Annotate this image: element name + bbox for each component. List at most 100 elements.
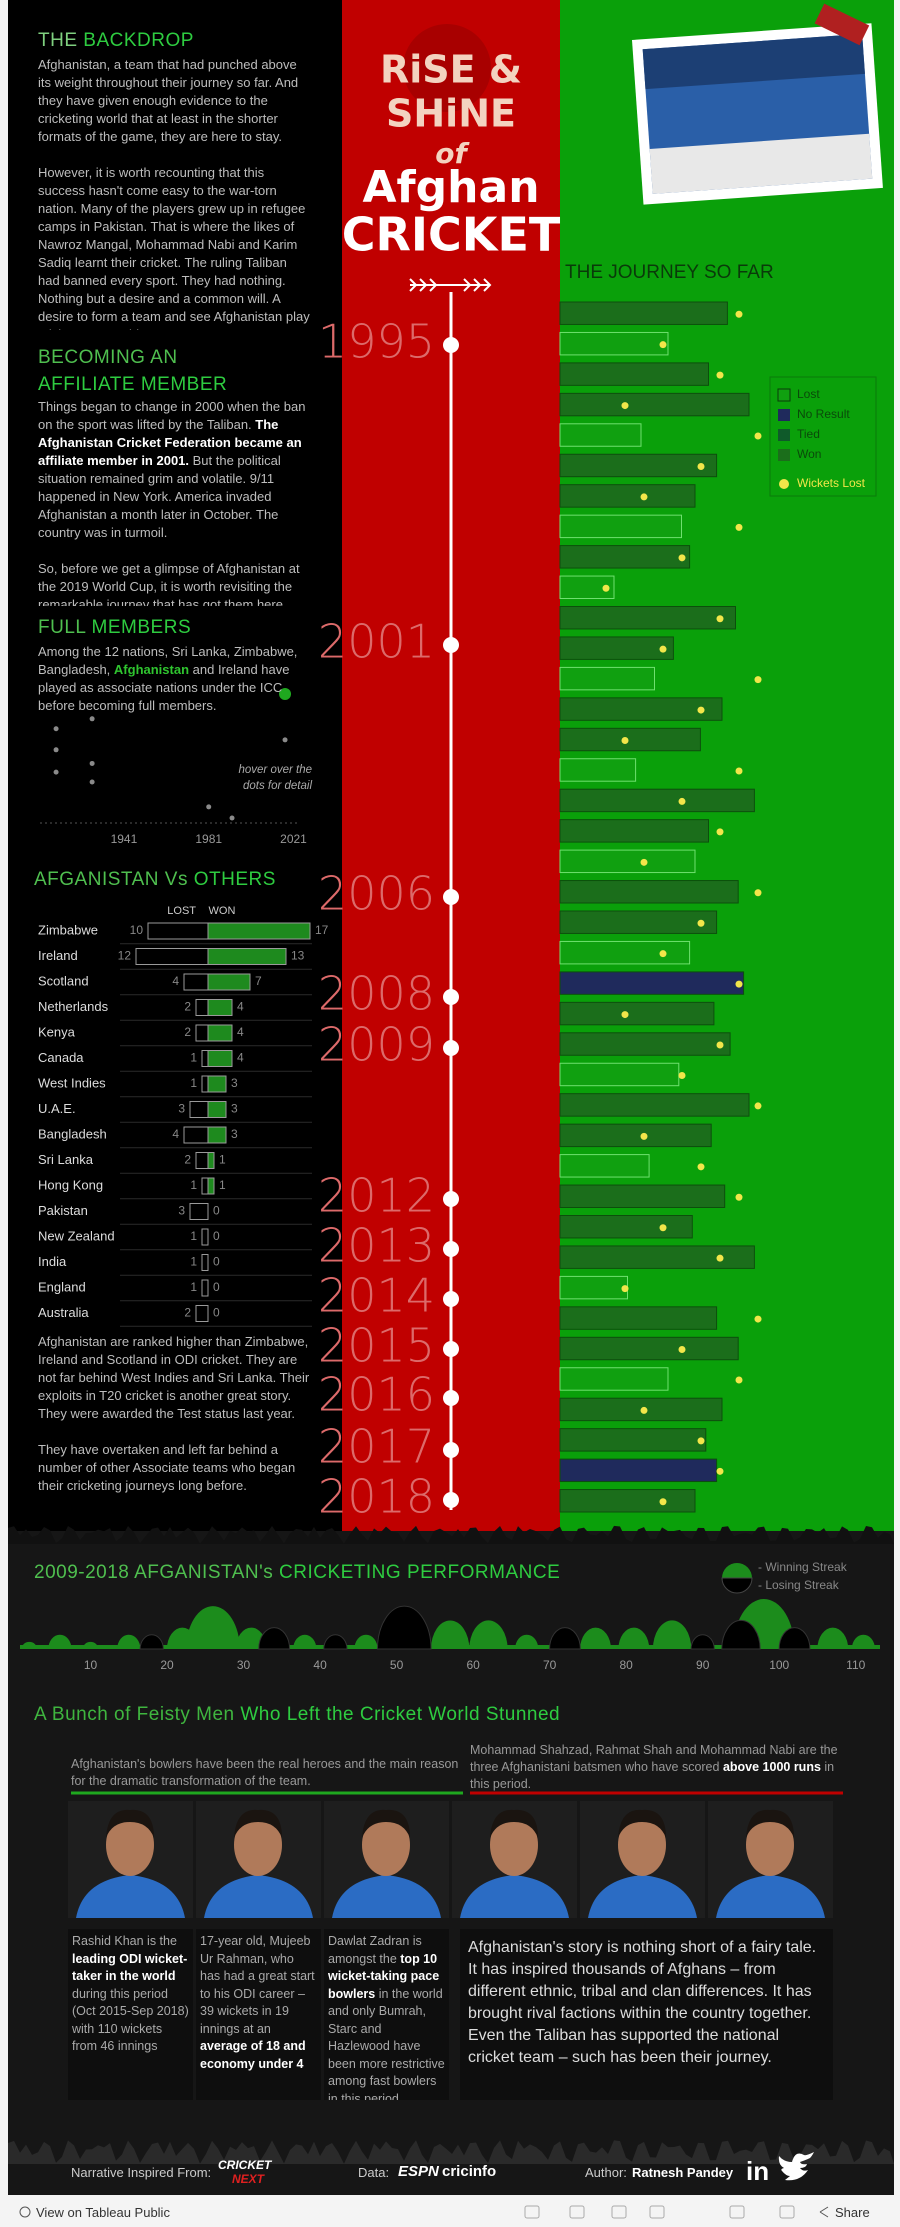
journey-bar [559, 1001, 715, 1026]
timeline-year: 2006 [318, 867, 435, 921]
title-part: OTHERS [193, 869, 276, 890]
wicket-dot [621, 1011, 629, 1019]
streak-bump [515, 1634, 539, 1649]
category-label: Pakistan [38, 1203, 88, 1218]
journey-bar [559, 1489, 696, 1513]
journey-bar [559, 484, 696, 508]
shirt [204, 1875, 313, 1918]
journey-bar [559, 1275, 628, 1300]
journey-bar [559, 758, 637, 782]
legend-entry: - Losing Streak [758, 1578, 840, 1592]
point [53, 726, 59, 732]
text-run: Among the 12 nations, Sri Lanka, Zimbabw… [38, 644, 298, 677]
x-tick-label: 80 [619, 1658, 633, 1672]
bold-run: Afghanistan [113, 662, 190, 677]
won-bar [207, 1050, 233, 1067]
lost-bar [189, 1101, 209, 1118]
timeline-year: 2017 [318, 1420, 435, 1474]
player-photo [196, 1801, 321, 1918]
journey-bar [559, 301, 728, 325]
timeline-dot [443, 1291, 459, 1307]
journey-bar [559, 1458, 718, 1483]
paragraphs: Things began to change in 2000 when the … [38, 398, 310, 606]
timeline-year: 2013 [318, 1219, 435, 1273]
x-tick-label: 40 [313, 1658, 327, 1672]
text-run: Things began to change in 2000 when the … [38, 399, 306, 432]
poster-title: CRICKET [342, 208, 561, 262]
value-label: 2 [184, 1153, 191, 1167]
value-label: 10 [130, 923, 144, 937]
streak-bump [117, 1634, 141, 1649]
value-label: 4 [237, 1025, 244, 1039]
wicket-dot [659, 341, 667, 349]
lost-bar [195, 999, 209, 1016]
wicket-dot [716, 1467, 724, 1475]
journey-bar [559, 1062, 680, 1087]
player-photo [452, 1801, 577, 1918]
face [490, 1814, 538, 1876]
face [362, 1814, 410, 1876]
wicket-dot [621, 1285, 629, 1293]
lost-bar [195, 1305, 209, 1322]
journey-bar [559, 453, 718, 478]
legend-swatch [778, 429, 790, 441]
text-run: Afghanistan, a team that had punched abo… [38, 57, 299, 144]
share-button[interactable]: Share [835, 2205, 870, 2220]
value-label: 1 [190, 1076, 197, 1090]
timeline-dot [443, 637, 459, 653]
title-part: CRICKETING PERFORMANCE [279, 1562, 561, 1583]
bold-run: The Afghanistan Cricket Federation becam… [38, 417, 302, 468]
value-label: 13 [291, 949, 305, 963]
lost-bar [147, 922, 209, 940]
streak-bump [549, 1627, 581, 1650]
social-icon: in [746, 2156, 770, 2186]
x-tick-label: 110 [846, 1658, 865, 1672]
toolbar-icon [729, 2205, 745, 2219]
hair [106, 1809, 154, 1838]
toolbar-link[interactable]: View on Tableau Public [36, 2205, 170, 2220]
wicket-dot [621, 402, 629, 410]
streak-bump [293, 1634, 317, 1649]
left-panel [8, 0, 342, 1531]
value-label: 17 [315, 923, 329, 937]
category-label: Hong Kong [38, 1177, 103, 1192]
legend-entry: Won [797, 447, 821, 461]
toolbar-icon [569, 2205, 585, 2219]
won-bar [207, 922, 311, 940]
face [106, 1814, 154, 1876]
logo-text: cricinfo [442, 2163, 497, 2180]
footer-label: Author: [585, 2165, 627, 2180]
timeline-dot [443, 1390, 459, 1406]
x-tick-label: 20 [160, 1658, 174, 1672]
face [746, 1814, 794, 1876]
text-run: during this period (Oct 2015-Sep 2018) w… [72, 1986, 189, 2054]
value-label: 3 [178, 1102, 185, 1116]
journey-bar [559, 1306, 718, 1330]
category-label: West Indies [38, 1075, 106, 1090]
value-label: 3 [178, 1204, 185, 1218]
wicket-dot [602, 584, 610, 592]
chart-title: THE JOURNEY SO FAR [565, 262, 774, 283]
value-label: 2 [184, 1306, 191, 1320]
timeline-dot [443, 989, 459, 1005]
legend-entry: LOST [167, 905, 196, 917]
legend-entry: Wickets Lost [797, 476, 866, 490]
logo-text: NEXT [232, 2172, 265, 2186]
legend-swatch [779, 479, 789, 489]
wicket-dot [659, 645, 667, 653]
value-label: 3 [231, 1076, 238, 1090]
value-label: 4 [237, 1051, 244, 1065]
journey-bar [559, 1154, 650, 1178]
journey-bar [559, 788, 755, 813]
paragraph: However, it is worth recounting that thi… [38, 164, 310, 330]
value-label: 0 [213, 1306, 220, 1320]
streak-bump [652, 1620, 692, 1649]
wicket-dot [716, 1041, 724, 1049]
title-part: THE [38, 30, 78, 51]
text-run: Afghanistan are ranked higher than Zimba… [38, 1334, 310, 1421]
category-label: Bangladesh [38, 1126, 107, 1141]
wicket-dot [640, 1132, 648, 1140]
hair [234, 1809, 282, 1838]
value-label: 0 [213, 1204, 220, 1218]
